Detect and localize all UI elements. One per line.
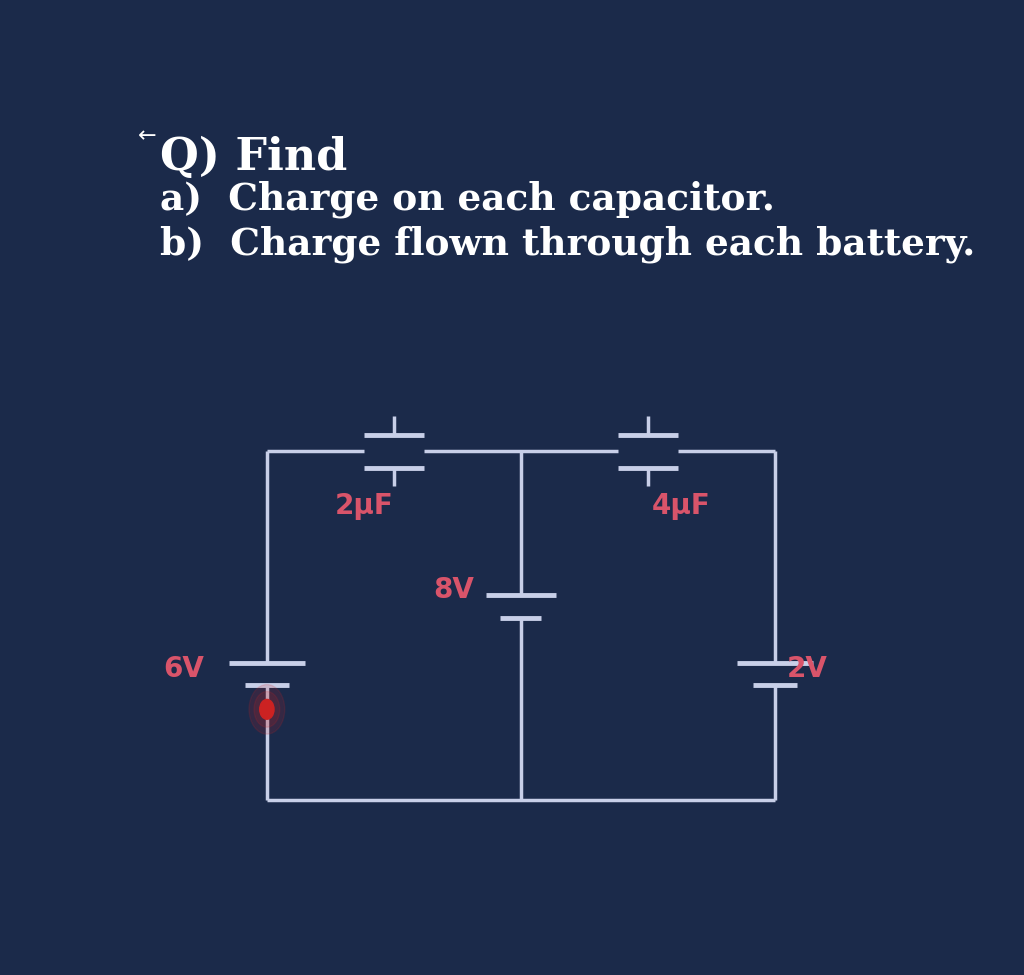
Text: 4μF: 4μF [652,492,711,521]
Text: a)  Charge on each capacitor.: a) Charge on each capacitor. [160,180,774,218]
Text: 2μF: 2μF [334,492,393,521]
Ellipse shape [254,691,280,727]
Text: ←: ← [137,126,156,146]
Text: 2V: 2V [786,655,827,682]
Text: Q) Find: Q) Find [160,136,347,178]
Ellipse shape [260,699,274,720]
Text: 6V: 6V [164,655,205,682]
Ellipse shape [249,684,285,734]
Text: 8V: 8V [433,576,474,604]
Text: b)  Charge flown through each battery.: b) Charge flown through each battery. [160,226,975,263]
